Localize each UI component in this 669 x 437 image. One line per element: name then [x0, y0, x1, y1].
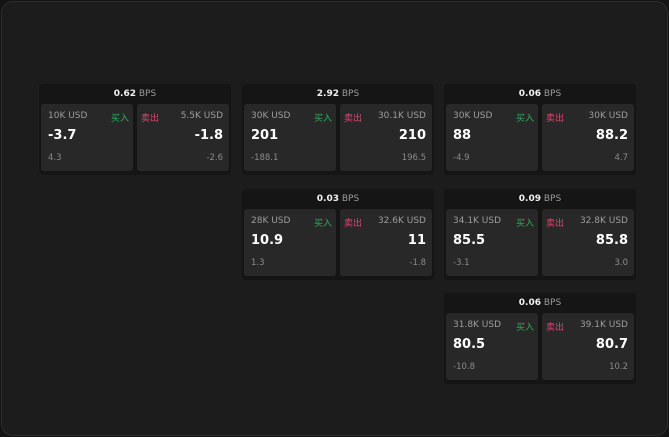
spread-value: 0.03	[316, 194, 339, 204]
buy-price: 10.9	[251, 233, 284, 248]
sell-change: 4.7	[614, 153, 628, 163]
sell-size: 30K USD	[588, 111, 628, 121]
buy-change: -10.8	[453, 362, 475, 372]
spread-value: 0.62	[113, 89, 136, 99]
sell-change: -1.8	[409, 258, 426, 268]
buy-label: 买入	[515, 219, 534, 229]
sell-cell[interactable]: 32.6K USD 卖出 11 -1.8	[340, 209, 432, 276]
spread-unit: BPS	[138, 89, 157, 99]
buy-label: 买入	[110, 114, 129, 124]
sell-price: 210	[398, 128, 426, 143]
buy-cell[interactable]: 34.1K USD 买入 85.5 -3.1	[446, 209, 538, 276]
sell-price: 85.8	[595, 233, 628, 248]
quote-card: 0.06 BPS 30K USD 买入 88 -4.9 30K USD 卖出 8…	[444, 84, 636, 175]
sell-price: 80.7	[595, 337, 628, 352]
buy-size: 30K USD	[251, 111, 291, 121]
sell-size: 5.5K USD	[180, 111, 223, 121]
buy-cell[interactable]: 10K USD 买入 -3.7 4.3	[41, 104, 133, 171]
buy-change: -188.1	[251, 153, 279, 163]
sell-cell[interactable]: 30.1K USD 卖出 210 196.5	[340, 104, 432, 171]
buy-size: 31.8K USD	[453, 320, 502, 330]
quote-card: 0.03 BPS 28K USD 买入 10.9 1.3 32.6K USD 卖…	[242, 189, 434, 280]
buy-size: 30K USD	[453, 111, 493, 121]
sell-change: 10.2	[609, 362, 628, 372]
buy-cell[interactable]: 30K USD 买入 88 -4.9	[446, 104, 538, 171]
buy-price: 85.5	[453, 233, 486, 248]
sell-price: -1.8	[194, 128, 223, 143]
sell-label: 卖出	[546, 219, 565, 229]
buy-price: 201	[251, 128, 279, 143]
sell-label: 卖出	[344, 114, 363, 124]
buy-size: 28K USD	[251, 216, 291, 226]
quote-card: 0.62 BPS 10K USD 买入 -3.7 4.3 5.5K USD 卖出…	[39, 84, 231, 175]
spread-header: 0.06 BPS	[444, 293, 636, 313]
sell-cell[interactable]: 39.1K USD 卖出 80.7 10.2	[542, 313, 634, 380]
spread-header: 0.62 BPS	[39, 84, 231, 104]
sell-change: -2.6	[206, 153, 223, 163]
quote-card: 2.92 BPS 30K USD 买入 201 -188.1 30.1K USD…	[242, 84, 434, 175]
quote-card: 0.06 BPS 31.8K USD 买入 80.5 -10.8 39.1K U…	[444, 293, 636, 384]
buy-price: 80.5	[453, 337, 486, 352]
sell-cell[interactable]: 5.5K USD 卖出 -1.8 -2.6	[137, 104, 229, 171]
sell-cell[interactable]: 30K USD 卖出 88.2 4.7	[542, 104, 634, 171]
spread-value: 0.06	[518, 89, 541, 99]
buy-cell[interactable]: 28K USD 买入 10.9 1.3	[244, 209, 336, 276]
spread-header: 2.92 BPS	[242, 84, 434, 104]
buy-price: 88	[453, 128, 472, 143]
buy-label: 买入	[313, 219, 332, 229]
sell-change: 196.5	[401, 153, 426, 163]
sell-label: 卖出	[141, 114, 160, 124]
sell-label: 卖出	[546, 114, 565, 124]
spread-value: 2.92	[316, 89, 339, 99]
sell-size: 32.8K USD	[579, 216, 628, 226]
sell-label: 卖出	[344, 219, 363, 229]
sell-price: 88.2	[595, 128, 628, 143]
buy-change: 1.3	[251, 258, 265, 268]
buy-label: 买入	[515, 114, 534, 124]
buy-change: 4.3	[48, 153, 62, 163]
buy-change: -3.1	[453, 258, 470, 268]
sell-size: 39.1K USD	[579, 320, 628, 330]
spread-header: 0.03 BPS	[242, 189, 434, 209]
sell-change: 3.0	[614, 258, 628, 268]
buy-size: 10K USD	[48, 111, 88, 121]
buy-cell[interactable]: 30K USD 买入 201 -188.1	[244, 104, 336, 171]
sell-size: 30.1K USD	[377, 111, 426, 121]
spread-value: 0.06	[518, 298, 541, 308]
spread-value: 0.09	[518, 194, 541, 204]
spread-unit: BPS	[341, 194, 360, 204]
spread-unit: BPS	[543, 298, 562, 308]
buy-label: 买入	[515, 323, 534, 333]
sell-price: 11	[407, 233, 426, 248]
spread-unit: BPS	[543, 194, 562, 204]
buy-change: -4.9	[453, 153, 470, 163]
sell-label: 卖出	[546, 323, 565, 333]
spread-unit: BPS	[543, 89, 562, 99]
spread-header: 0.09 BPS	[444, 189, 636, 209]
spread-unit: BPS	[341, 89, 360, 99]
buy-label: 买入	[313, 114, 332, 124]
sell-cell[interactable]: 32.8K USD 卖出 85.8 3.0	[542, 209, 634, 276]
spread-header: 0.06 BPS	[444, 84, 636, 104]
buy-cell[interactable]: 31.8K USD 买入 80.5 -10.8	[446, 313, 538, 380]
sell-size: 32.6K USD	[377, 216, 426, 226]
buy-price: -3.7	[48, 128, 77, 143]
quote-card: 0.09 BPS 34.1K USD 买入 85.5 -3.1 32.8K US…	[444, 189, 636, 280]
buy-size: 34.1K USD	[453, 216, 502, 226]
